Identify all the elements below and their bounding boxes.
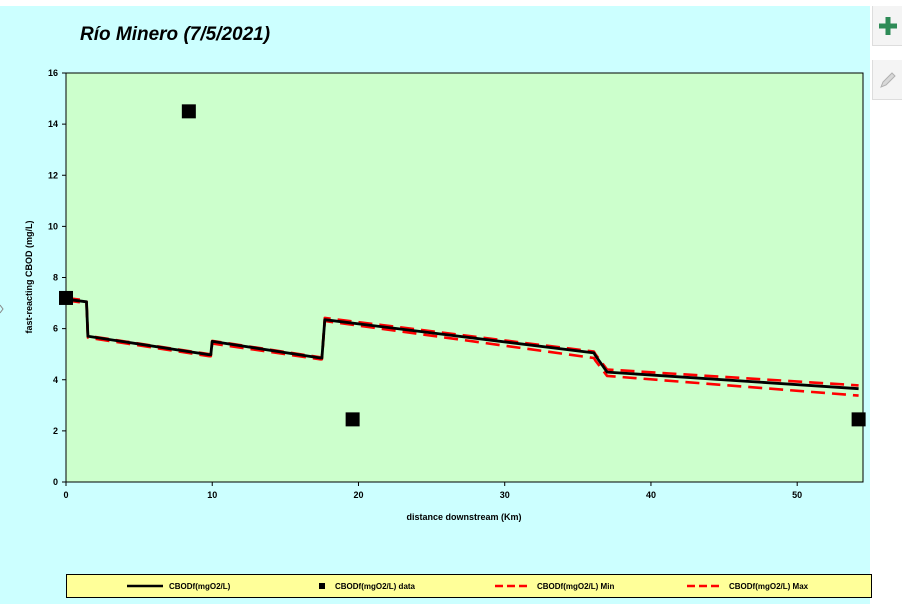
x-tick-label: 0: [63, 490, 68, 500]
y-tick-label: 14: [48, 119, 58, 129]
plot-area: 0 10 20 30 40 50 0 2 4 6 8 10 12 14 16 distance downst…: [24, 68, 866, 522]
chart-frame: Río Minero (7/5/2021) 0 10 20 30 40 50 0 2 4 6 8 10…: [0, 6, 872, 604]
data-point: [851, 412, 866, 427]
x-axis-title: distance downstream (Km): [406, 512, 521, 522]
x-tick-label: 20: [353, 490, 363, 500]
y-tick-label: 16: [48, 68, 58, 78]
chart-series: [59, 104, 866, 427]
y-axis-title: fast-reacting CBOD (mg/L): [24, 220, 34, 333]
series-line-model: [65, 297, 859, 391]
data-point: [59, 290, 73, 305]
pencil-icon: [879, 71, 896, 88]
x-tick-label: 30: [500, 490, 510, 500]
data-point: [345, 412, 360, 427]
chart-legend: CBODf(mgO2/L) CBODf(mgO2/L) data CBODf(m…: [66, 574, 872, 598]
axis-ticks: 0 10 20 30 40 50 0 2 4 6 8 10 12 14 16: [48, 68, 802, 500]
top-strip: [0, 0, 870, 6]
y-tick-label: 12: [48, 170, 58, 180]
plot-background: [65, 72, 864, 483]
y-tick-label: 2: [53, 426, 58, 436]
y-tick-label: 4: [53, 375, 58, 385]
x-tick-label: 10: [207, 490, 217, 500]
legend-item-min: CBODf(mgO2/L) Min: [495, 575, 614, 597]
zoom-button[interactable]: [872, 6, 902, 46]
legend-sample-solid-line: [127, 584, 163, 588]
legend-item-model: CBODf(mgO2/L): [127, 575, 230, 597]
y-tick-label: 10: [48, 221, 58, 231]
legend-sample-dashed-min: [495, 584, 531, 588]
plus-icon: [878, 16, 897, 35]
legend-label-data: CBODf(mgO2/L) data: [335, 581, 415, 591]
legend-label-max: CBODf(mgO2/L) Max: [729, 581, 809, 591]
y-tick-label: 6: [53, 324, 58, 334]
left-edge-arrow-icon: [0, 304, 4, 314]
legend-item-max: CBODf(mgO2/L) Max: [687, 575, 808, 597]
legend-sample-dashed-max: [687, 584, 723, 588]
legend-item-data: CBODf(mgO2/L) data: [315, 575, 415, 597]
data-point: [181, 104, 196, 119]
legend-sample-marker: [319, 583, 325, 589]
x-tick-label: 40: [646, 490, 656, 500]
chart-title: Río Minero (7/5/2021): [80, 24, 271, 45]
y-tick-label: 8: [53, 273, 58, 283]
legend-label-min: CBODf(mgO2/L) Min: [537, 581, 615, 591]
x-tick-label: 50: [792, 490, 802, 500]
legend-label-model: CBODf(mgO2/L): [169, 581, 231, 591]
edit-button[interactable]: [872, 60, 902, 100]
y-tick-label: 0: [53, 477, 58, 487]
